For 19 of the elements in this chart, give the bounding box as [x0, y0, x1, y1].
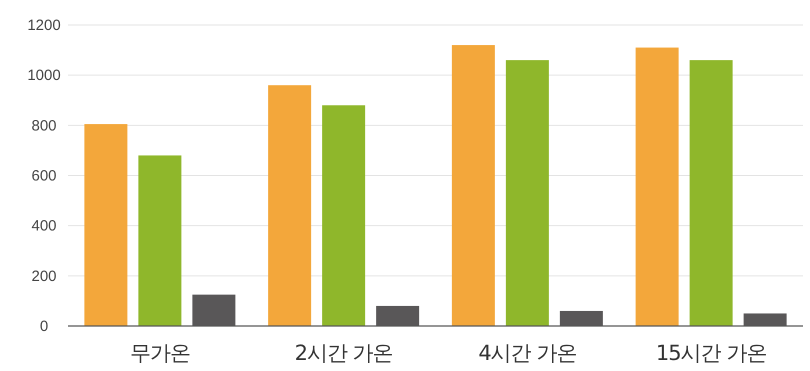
y-tick-label: 200 — [31, 268, 57, 285]
x-tick-label: 2시간 가온 — [294, 341, 393, 365]
bar — [138, 155, 182, 326]
bar — [322, 105, 366, 326]
x-tick-label: 4시간 가온 — [478, 341, 576, 365]
y-tick-label: 1200 — [27, 17, 61, 34]
bar — [690, 60, 733, 326]
y-tick-label: 800 — [31, 117, 57, 134]
bar — [636, 48, 679, 326]
bar — [506, 60, 549, 326]
y-tick-label: 600 — [31, 168, 57, 184]
bar — [84, 124, 128, 326]
y-tick-label: 1000 — [27, 67, 61, 84]
bar — [268, 85, 312, 326]
y-tick-label: 400 — [31, 218, 57, 235]
x-tick-label: 15시간 가온 — [656, 341, 766, 365]
x-tick-label: 무가온 — [130, 341, 190, 365]
y-tick-label: 0 — [40, 318, 48, 335]
bar — [452, 45, 495, 326]
